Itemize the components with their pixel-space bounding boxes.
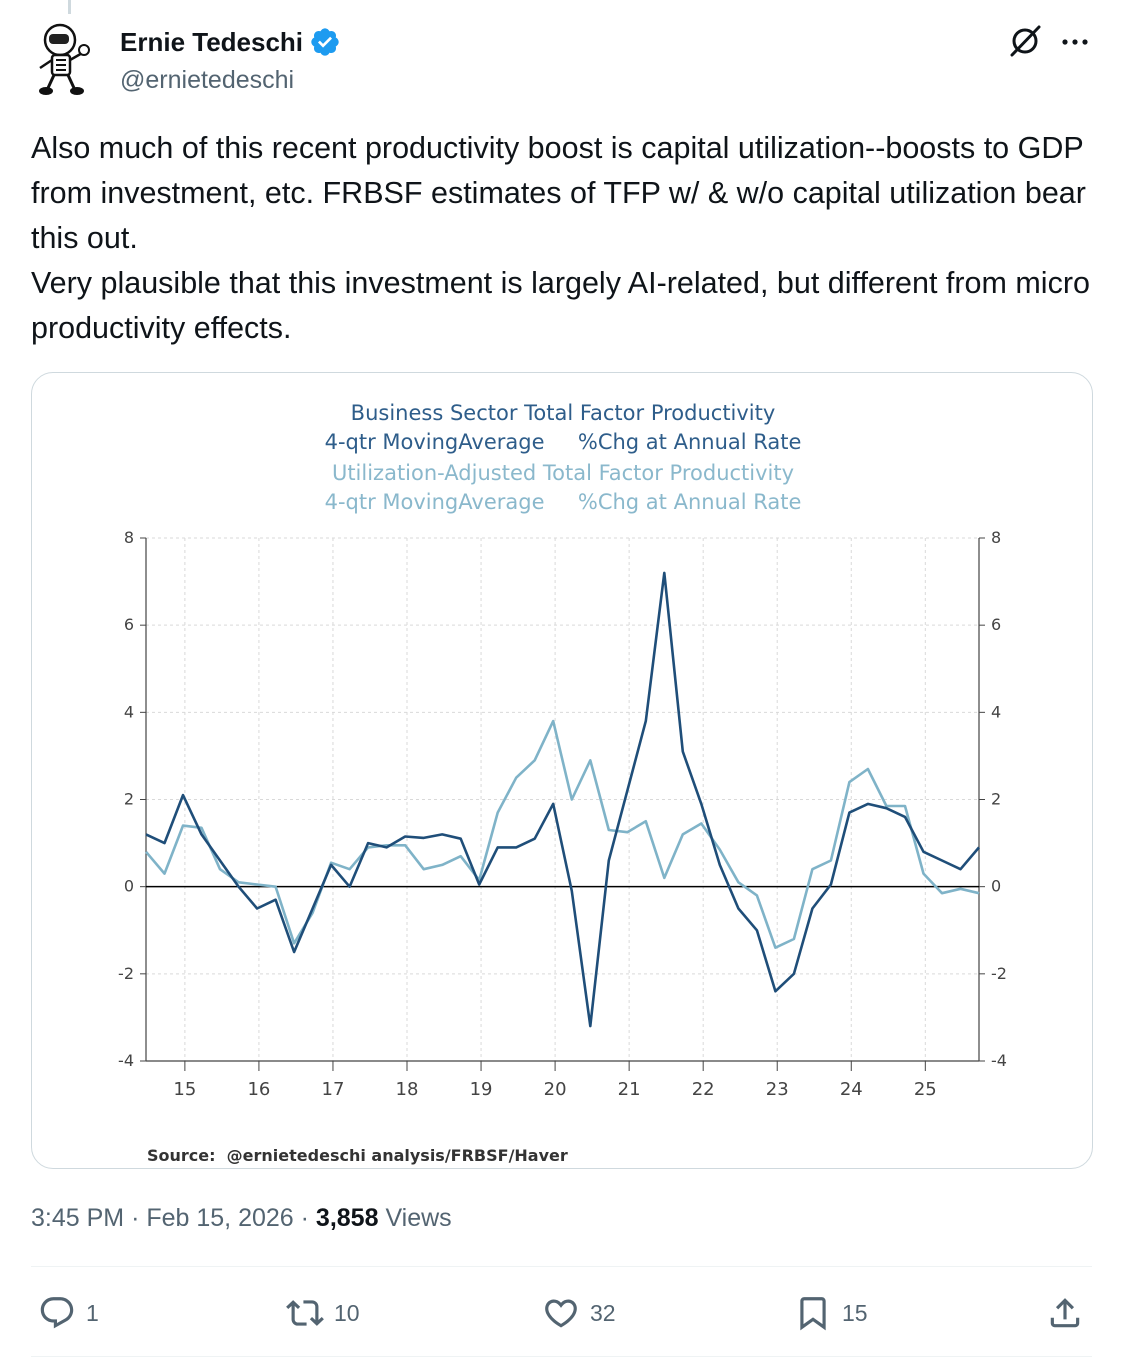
tweet-meta: 3:45 PM · Feb 15, 2026 · 3,858 Views	[31, 1204, 452, 1233]
more-options-icon[interactable]	[1058, 30, 1092, 54]
views-label: Views	[385, 1204, 452, 1232]
tweet-date[interactable]: Feb 15, 2026	[146, 1204, 294, 1232]
bookmark-button[interactable]: 15	[794, 1294, 868, 1332]
like-count: 32	[590, 1299, 616, 1326]
chart-source: Source: @ernietedeschi analysis/FRBSF/Ha…	[147, 1146, 568, 1165]
repost-count: 10	[334, 1299, 360, 1326]
divider	[31, 1266, 1092, 1267]
tweet-text: Also much of this recent productivity bo…	[31, 126, 1106, 351]
x-tick-label: 17	[322, 1079, 345, 1100]
grok-icon[interactable]	[1008, 24, 1042, 58]
y-tick-label-right: -2	[991, 964, 1007, 983]
bookmark-icon	[800, 1297, 826, 1331]
y-tick-label-right: 8	[991, 528, 1001, 547]
chart-image-card[interactable]: Business Sector Total Factor Productivit…	[31, 372, 1093, 1169]
y-tick-label-left: 0	[124, 877, 134, 896]
repost-icon	[286, 1300, 324, 1326]
y-tick-label-left: 8	[124, 528, 134, 547]
tweet-time[interactable]: 3:45 PM	[31, 1204, 125, 1232]
x-tick-label: 23	[766, 1079, 789, 1100]
y-tick-label-left: -2	[118, 964, 134, 983]
x-tick-label: 18	[396, 1079, 419, 1100]
chart-axes: 8 86 64 42 20 0-2 -2-4 -415 16 17 18 19 20 21 22 23 24 25	[118, 528, 1007, 1100]
reply-count: 1	[86, 1299, 99, 1326]
x-tick-label: 22	[692, 1079, 715, 1100]
like-button[interactable]: 32	[542, 1294, 616, 1332]
y-tick-label-left: -4	[118, 1051, 134, 1070]
tweet-paragraph-1: Also much of this recent productivity bo…	[31, 131, 1086, 255]
chart-title-3: Utilization-Adjusted Total Factor Produc…	[332, 461, 794, 485]
y-tick-label-right: 4	[991, 702, 1001, 721]
y-tick-label-right: 0	[991, 877, 1001, 896]
series-line-util_adj	[145, 719, 980, 950]
meta-separator: ·	[131, 1204, 140, 1232]
bookmark-count: 15	[842, 1299, 868, 1326]
views-count: 3,858	[315, 1204, 379, 1232]
y-tick-label-right: 6	[991, 615, 1001, 634]
share-icon	[1050, 1298, 1080, 1328]
heart-icon	[545, 1299, 577, 1328]
y-tick-label-left: 2	[124, 790, 134, 809]
x-tick-label: 24	[840, 1079, 863, 1100]
chart-lines	[145, 571, 980, 1028]
chart-title-1: Business Sector Total Factor Productivit…	[351, 401, 776, 425]
reply-button[interactable]: 1	[38, 1294, 99, 1332]
x-tick-label: 21	[618, 1079, 641, 1100]
meta-separator: ·	[300, 1204, 309, 1232]
series-line-tfp	[145, 571, 980, 1028]
verified-badge-icon	[311, 28, 339, 56]
x-tick-label: 16	[247, 1079, 270, 1100]
chart-title-4: 4-qtr MovingAverage %Chg at Annual Rate	[325, 490, 802, 514]
chart-title-2: 4-qtr MovingAverage %Chg at Annual Rate	[325, 430, 802, 454]
x-tick-label: 15	[173, 1079, 196, 1100]
divider	[31, 1356, 1092, 1357]
x-tick-label: 20	[544, 1079, 567, 1100]
y-tick-label-right: -4	[991, 1051, 1007, 1070]
author-name[interactable]: Ernie Tedeschi	[120, 26, 304, 57]
reply-icon	[40, 1297, 74, 1329]
tweet-paragraph-2: Very plausible that this investment is l…	[31, 266, 1090, 345]
x-tick-label: 25	[914, 1079, 937, 1100]
share-button[interactable]	[1046, 1294, 1084, 1332]
repost-button[interactable]: 10	[286, 1294, 360, 1332]
chart-grid	[146, 537, 979, 1062]
thread-line	[68, 0, 71, 14]
chart-svg: Business Sector Total Factor Productivit…	[118, 401, 1007, 1165]
y-tick-label-left: 4	[124, 702, 134, 721]
y-tick-label-right: 2	[991, 790, 1001, 809]
x-tick-label: 19	[470, 1079, 493, 1100]
author-handle[interactable]: @ernietedeschi	[120, 66, 295, 94]
y-tick-label-left: 6	[124, 615, 134, 634]
avatar[interactable]	[32, 22, 92, 98]
